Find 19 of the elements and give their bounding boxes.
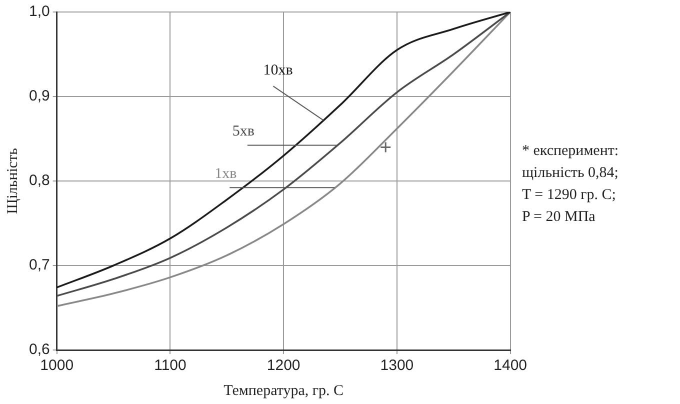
- text: щільність 0,84;: [522, 164, 619, 183]
- y-tick-label: 0,6: [28, 341, 50, 358]
- text: 10хв: [263, 62, 293, 79]
- x-tick-label: 1400: [494, 357, 528, 374]
- text: * експеримент:: [522, 142, 619, 161]
- text: T = 1290 гр. С;: [522, 186, 617, 205]
- y-tick-label: 1,0: [28, 3, 50, 20]
- text: 1хв: [214, 166, 237, 182]
- y-tick-label: 0,7: [28, 256, 50, 274]
- x-tick-label: 1000: [40, 357, 74, 374]
- y-tick-label: 0,9: [28, 88, 50, 105]
- x-tick-label: 1200: [266, 357, 300, 374]
- x-tick-label: 1100: [154, 357, 186, 374]
- x-axis-title: Температура, гр. С: [224, 382, 344, 399]
- y-axis-title: Щільність: [4, 148, 21, 214]
- text: P = 20 МПа: [522, 208, 596, 227]
- x-tick-label: 1300: [380, 357, 414, 374]
- text: 5хв: [232, 124, 255, 140]
- y-tick-label: 0,8: [28, 172, 50, 190]
